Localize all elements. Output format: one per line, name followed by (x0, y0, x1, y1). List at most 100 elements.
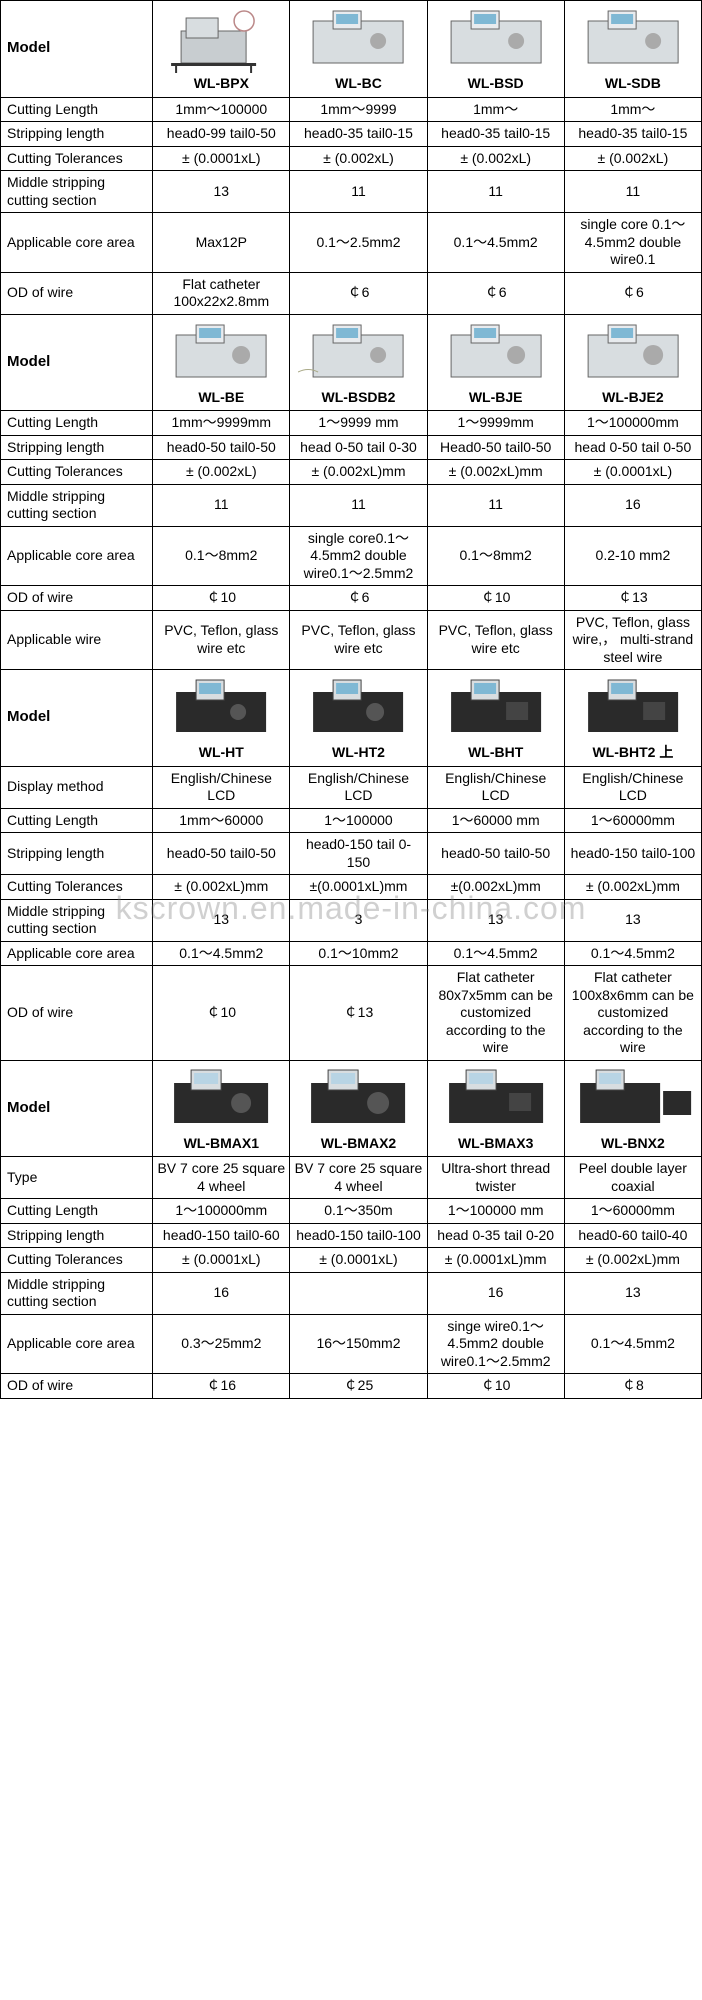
row-label: Cutting Length (1, 1199, 153, 1224)
model-name: WL-HT (155, 744, 287, 762)
cell: head0-150 tail0-60 (153, 1223, 290, 1248)
cell: PVC, Teflon, glass wire etc (290, 610, 427, 670)
row-label: Applicable core area (1, 526, 153, 586)
cell: ± (0.002xL)mm (564, 1248, 701, 1273)
model-cell: WL-BNX2 (564, 1060, 701, 1157)
row-label: Stripping length (1, 1223, 153, 1248)
spec-table: Model WL-BPX WL-BC WL-BSD WL-SDB Cutting… (0, 0, 702, 1399)
cell: ± (0.0001xL) (153, 146, 290, 171)
cell: 0.1～4.5mm2 (564, 941, 701, 966)
cell: ￠10 (153, 586, 290, 611)
cell: 1mm～ (564, 97, 701, 122)
machine-icon (430, 672, 562, 742)
cell: singe wire0.1～4.5mm2 double wire0.1～2.5m… (427, 1314, 564, 1374)
model-name: WL-BSDB2 (292, 389, 424, 407)
cell: Max12P (153, 213, 290, 273)
cell: ￠6 (290, 586, 427, 611)
row-label: Cutting Length (1, 808, 153, 833)
model-name: WL-BSD (430, 75, 562, 93)
cell: head 0-35 tail 0-20 (427, 1223, 564, 1248)
cell: head0-35 tail0-15 (427, 122, 564, 147)
cell: 0.1～2.5mm2 (290, 213, 427, 273)
model-cell: WL-BMAX1 (153, 1060, 290, 1157)
cell: 1～100000mm (153, 1199, 290, 1224)
cell: ￠13 (564, 586, 701, 611)
machine-icon (155, 672, 287, 742)
row-label: Middle stripping cutting section (1, 1272, 153, 1314)
model-cell: WL-SDB (564, 1, 701, 98)
model-cell: WL-BPX (153, 1, 290, 98)
machine-icon (155, 1063, 287, 1133)
row-label: OD of wire (1, 966, 153, 1061)
row-label: Middle stripping cutting section (1, 899, 153, 941)
cell: 11 (290, 171, 427, 213)
cell: ￠8 (564, 1374, 701, 1399)
cell: 0.1～4.5mm2 (427, 941, 564, 966)
cell: ￠25 (290, 1374, 427, 1399)
row-label: Stripping length (1, 122, 153, 147)
cell: 11 (290, 484, 427, 526)
model-cell: WL-BSD (427, 1, 564, 98)
cell: ￠16 (153, 1374, 290, 1399)
model-name: WL-BMAX3 (430, 1135, 562, 1153)
cell: ￠6 (427, 272, 564, 314)
cell: 16 (153, 1272, 290, 1314)
cell: Peel double layer coaxial (564, 1157, 701, 1199)
cell: 11 (427, 171, 564, 213)
row-label: Applicable core area (1, 1314, 153, 1374)
machine-icon (567, 1063, 699, 1133)
row-label: Cutting Tolerances (1, 460, 153, 485)
row-label: OD of wire (1, 586, 153, 611)
row-label: Cutting Length (1, 411, 153, 436)
cell: ± (0.002xL) (153, 460, 290, 485)
row-label: Stripping length (1, 833, 153, 875)
machine-icon (567, 3, 699, 73)
cell: 16 (427, 1272, 564, 1314)
row-label: Display method (1, 766, 153, 808)
cell: ￠10 (427, 1374, 564, 1399)
cell: ￠13 (290, 966, 427, 1061)
cell: 1～100000mm (564, 411, 701, 436)
cell: head0-150 tail 0-150 (290, 833, 427, 875)
machine-icon (567, 672, 699, 742)
cell: ±(0.002xL)mm (427, 875, 564, 900)
cell: 0.2-10 mm2 (564, 526, 701, 586)
cell: 13 (427, 899, 564, 941)
cell: Head0-50 tail0-50 (427, 435, 564, 460)
cell: PVC, Teflon, glass wire etc (153, 610, 290, 670)
cell: ￠6 (564, 272, 701, 314)
row-label: Applicable core area (1, 941, 153, 966)
model-cell: WL-BJE (427, 314, 564, 411)
cell: 13 (564, 1272, 701, 1314)
machine-icon (155, 3, 287, 73)
row-label: Cutting Tolerances (1, 146, 153, 171)
cell: head0-50 tail0-50 (427, 833, 564, 875)
row-label: Type (1, 1157, 153, 1199)
cell (290, 1272, 427, 1314)
cell: 0.1～10mm2 (290, 941, 427, 966)
machine-icon (430, 1063, 562, 1133)
machine-icon (430, 3, 562, 73)
cell: 13 (153, 899, 290, 941)
row-label: Cutting Tolerances (1, 875, 153, 900)
model-name: WL-HT2 (292, 744, 424, 762)
cell: 1mm～ (427, 97, 564, 122)
cell: head0-35 tail0-15 (290, 122, 427, 147)
cell: head0-150 tail0-100 (564, 833, 701, 875)
cell: 1mm～9999mm (153, 411, 290, 436)
cell: head0-35 tail0-15 (564, 122, 701, 147)
model-name: WL-BPX (155, 75, 287, 93)
cell: 11 (564, 171, 701, 213)
machine-icon (155, 317, 287, 387)
cell: ± (0.002xL)mm (153, 875, 290, 900)
cell: English/Chinese LCD (153, 766, 290, 808)
machine-icon (430, 317, 562, 387)
model-label: Model (1, 670, 153, 767)
cell: 1～60000mm (564, 808, 701, 833)
row-label: Cutting Tolerances (1, 1248, 153, 1273)
cell: 1～100000 (290, 808, 427, 833)
cell: single core0.1～4.5mm2 double wire0.1～2.5… (290, 526, 427, 586)
cell: head 0-50 tail 0-50 (564, 435, 701, 460)
cell: 1mm～60000 (153, 808, 290, 833)
model-name: WL-BJE (430, 389, 562, 407)
